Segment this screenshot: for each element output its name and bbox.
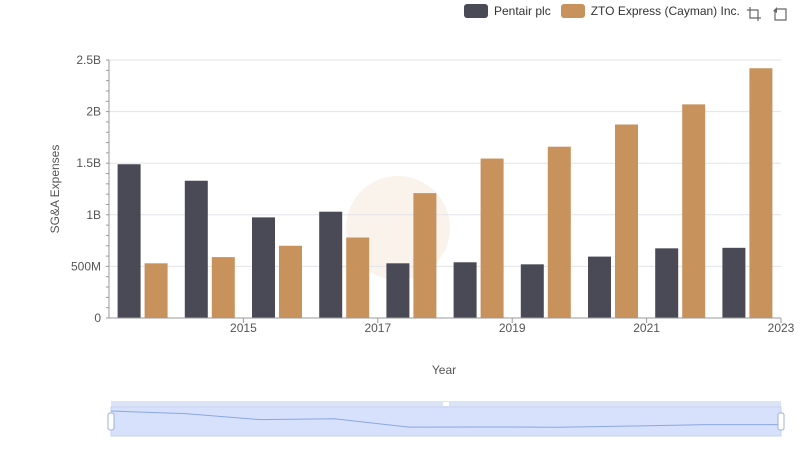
x-tick-label: 2019 xyxy=(499,321,526,335)
bar-pentair-2022[interactable] xyxy=(655,248,679,318)
x-axis: 2015 2017 2019 2021 2023 xyxy=(109,317,795,335)
data-zoom-slider[interactable] xyxy=(107,401,785,437)
bar-zto-2017[interactable] xyxy=(346,237,370,318)
bar-zto-2023[interactable] xyxy=(749,68,773,318)
slider-window[interactable] xyxy=(110,406,782,437)
bar-zto-2014[interactable] xyxy=(144,263,168,318)
bar-zto-2019[interactable] xyxy=(480,158,504,318)
bar-pentair-2017[interactable] xyxy=(319,211,343,318)
bar-pentair-2015[interactable] xyxy=(184,180,208,318)
y-tick-label: 1B xyxy=(86,208,101,222)
x-tick-label: 2021 xyxy=(633,321,660,335)
y-axis: 0 500M 1B 1.5B 2B 2.5B xyxy=(71,53,110,325)
legend-label-pentair: Pentair plc xyxy=(494,4,551,18)
y-axis-title: SG&A Expenses xyxy=(48,145,62,234)
x-axis-title: Year xyxy=(432,363,456,377)
bar-pentair-2016[interactable] xyxy=(252,217,275,318)
legend-swatch-pentair xyxy=(464,4,488,18)
x-tick-label: 2015 xyxy=(230,321,257,335)
bar-pentair-2018[interactable] xyxy=(386,263,410,318)
y-tick-label: 0 xyxy=(94,311,101,325)
bar-zto-2018[interactable] xyxy=(413,193,437,318)
bar-zto-2021[interactable] xyxy=(615,124,638,319)
bar-pentair-2019[interactable] xyxy=(453,262,477,318)
x-tick-label: 2023 xyxy=(768,321,795,335)
bar-pentair-2023[interactable] xyxy=(722,247,746,318)
zoom-reset-icon[interactable] xyxy=(772,6,788,22)
y-tick-label: 2.5B xyxy=(76,53,101,67)
bar-zto-2022[interactable] xyxy=(682,104,706,318)
bar-pentair-2014[interactable] xyxy=(117,164,141,318)
bar-zto-2015[interactable] xyxy=(211,257,235,318)
slider-overview-line xyxy=(110,410,782,428)
slider-drag-grip[interactable] xyxy=(443,402,449,406)
legend: Pentair plc ZTO Express (Cayman) Inc. xyxy=(464,4,750,18)
slider-handle-right[interactable] xyxy=(777,412,785,431)
bar-pentair-2021[interactable] xyxy=(588,256,611,318)
legend-swatch-zto xyxy=(560,4,585,18)
y-tick-label: 1.5B xyxy=(76,156,101,170)
slider-handle-left[interactable] xyxy=(107,412,115,431)
bar-pentair-2020[interactable] xyxy=(520,264,544,318)
y-tick-label: 2B xyxy=(86,105,101,119)
bar-zto-2020[interactable] xyxy=(547,146,571,318)
bar-zto-2016[interactable] xyxy=(279,245,302,318)
legend-item-pentair[interactable]: Pentair plc xyxy=(464,4,551,18)
legend-item-zto[interactable]: ZTO Express (Cayman) Inc. xyxy=(560,4,740,18)
zoom-select-icon[interactable] xyxy=(746,6,762,22)
x-tick-label: 2017 xyxy=(364,321,391,335)
bars xyxy=(117,68,773,319)
y-tick-label: 500M xyxy=(71,259,101,273)
grid-lines xyxy=(109,59,781,319)
legend-label-zto: ZTO Express (Cayman) Inc. xyxy=(590,4,740,18)
